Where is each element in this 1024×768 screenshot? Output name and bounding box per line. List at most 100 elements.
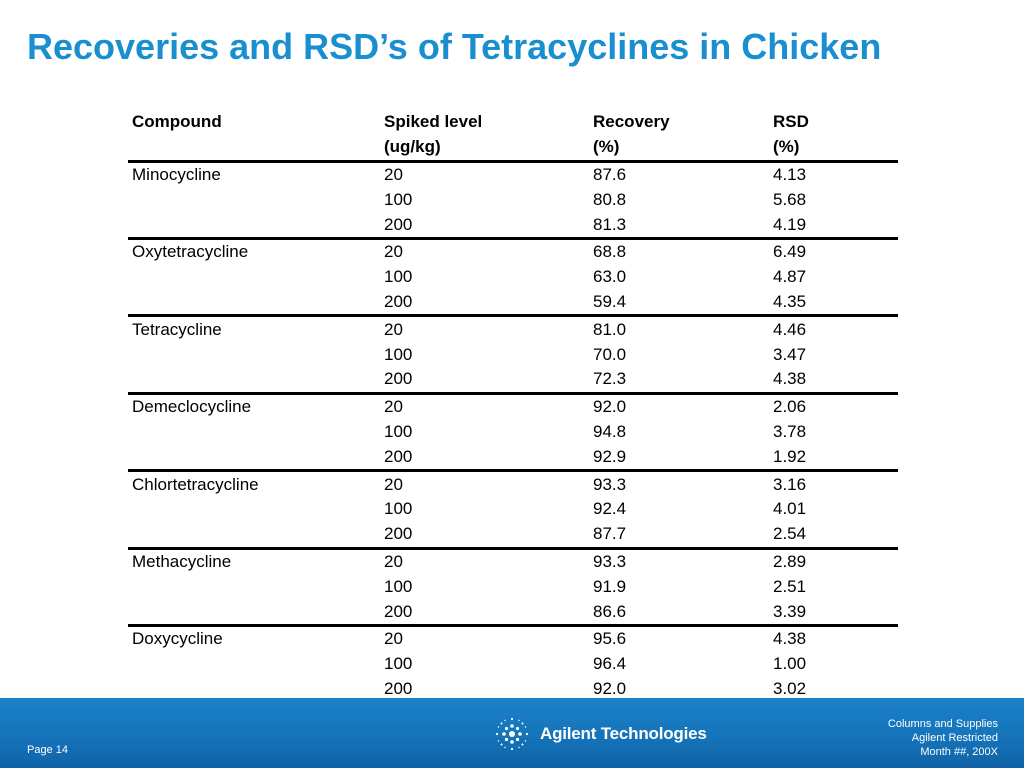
compound-cell (128, 212, 384, 241)
spiked-level-cell: 100 (384, 576, 413, 596)
compound-cell: Tetracycline (132, 319, 222, 339)
rsd-cell: 4.46 (773, 319, 807, 339)
table-row: Tetracycline 20 81.0 4.46 (128, 316, 898, 342)
rsd-cell: 2.51 (773, 576, 807, 596)
rsd-cell: 3.39 (773, 599, 898, 627)
recovery-cell: 70.0 (593, 344, 627, 364)
spiked-level-cell: 200 (384, 366, 593, 395)
footer-line-2: Agilent Restricted (911, 732, 998, 744)
table-row: Minocycline 20 87.6 4.13 (128, 161, 898, 187)
table-body: Minocycline 20 87.6 4.13 100 80.8 5.68 200 81.3 4… (128, 161, 898, 705)
table-row: Chlortetracycline 20 93.3 3.16 (128, 471, 898, 497)
table-row: 200 59.4 4.35 (128, 289, 898, 318)
rsd-cell: 3.47 (773, 344, 807, 364)
table-row: 100 92.4 4.01 (128, 497, 898, 522)
compound-cell (128, 444, 384, 473)
table-row: Methacycline 20 93.3 2.89 (128, 548, 898, 574)
spiked-level-cell: 20 (384, 164, 403, 184)
header-compound: Compound (132, 112, 222, 132)
spiked-level-cell: 200 (384, 444, 593, 473)
compound-cell (128, 599, 384, 627)
header-compound-unit (128, 134, 384, 163)
compound-cell (128, 574, 384, 599)
compound-cell (128, 265, 384, 290)
table-header-row: Compound Spiked level Recovery RSD (128, 110, 898, 135)
rsd-cell: 2.54 (773, 521, 898, 550)
recovery-table-container: Compound Spiked level Recovery RSD (ug/k… (128, 110, 898, 705)
recovery-cell: 63.0 (593, 267, 627, 287)
rsd-cell: 5.68 (773, 189, 807, 209)
recovery-cell: 92.9 (593, 444, 773, 473)
rsd-cell: 2.89 (773, 551, 807, 571)
table-row: 200 86.6 3.39 (128, 599, 898, 627)
recovery-cell: 59.4 (593, 289, 773, 318)
recovery-cell: 68.8 (593, 242, 627, 262)
rsd-cell: 4.13 (773, 164, 807, 184)
table-row: 200 81.3 4.19 (128, 212, 898, 241)
recovery-cell: 87.6 (593, 164, 627, 184)
table-row: 100 80.8 5.68 (128, 187, 898, 212)
recovery-cell: 95.6 (593, 629, 627, 649)
rsd-cell: 4.38 (773, 366, 898, 395)
compound-cell: Chlortetracycline (132, 474, 259, 494)
recovery-cell: 87.7 (593, 521, 773, 550)
rsd-cell: 6.49 (773, 242, 807, 262)
table-row: 100 96.4 1.00 (128, 652, 898, 677)
rsd-cell: 1.00 (773, 654, 807, 674)
compound-cell: Doxycycline (132, 629, 223, 649)
table-row: 200 92.9 1.92 (128, 444, 898, 473)
table-row: 100 70.0 3.47 (128, 342, 898, 367)
table-row: 100 91.9 2.51 (128, 574, 898, 599)
table-header-units-row: (ug/kg) (%) (%) (128, 134, 898, 163)
table-row: 200 87.7 2.54 (128, 521, 898, 550)
header-recovery-unit: (%) (593, 134, 773, 163)
header-spiked-level: Spiked level (384, 112, 483, 132)
compound-cell: Methacycline (132, 551, 232, 571)
slide-title: Recoveries and RSD’s of Tetracyclines in… (27, 26, 882, 67)
spiked-level-cell: 100 (384, 421, 413, 441)
rsd-cell: 3.78 (773, 421, 807, 441)
rsd-cell: 4.01 (773, 499, 807, 519)
spiked-level-cell: 20 (384, 629, 403, 649)
compound-cell (128, 521, 384, 550)
rsd-cell: 4.87 (773, 267, 807, 287)
spiked-level-cell: 20 (384, 397, 403, 417)
spiked-level-cell: 20 (384, 319, 403, 339)
spiked-level-cell: 200 (384, 521, 593, 550)
compound-cell (128, 289, 384, 318)
recovery-cell: 94.8 (593, 421, 627, 441)
spiked-level-cell: 200 (384, 212, 593, 241)
recovery-cell: 96.4 (593, 654, 627, 674)
footer-line-3: Month ##, 200X (920, 746, 998, 758)
recovery-cell: 92.4 (593, 499, 627, 519)
recovery-cell: 91.9 (593, 576, 627, 596)
compound-cell (128, 342, 384, 367)
spiked-level-cell: 20 (384, 242, 403, 262)
recovery-cell: 92.0 (593, 397, 627, 417)
table-row: Doxycycline 20 95.6 4.38 (128, 625, 898, 651)
header-spiked-level-unit: (ug/kg) (384, 134, 593, 163)
spiked-level-cell: 100 (384, 499, 413, 519)
spiked-level-cell: 20 (384, 551, 403, 571)
rsd-cell: 2.06 (773, 397, 807, 417)
compound-cell: Minocycline (132, 164, 221, 184)
spiked-level-cell: 100 (384, 267, 413, 287)
table-row: 100 63.0 4.87 (128, 265, 898, 290)
rsd-cell: 1.92 (773, 444, 898, 473)
compound-cell: Oxytetracycline (132, 242, 249, 262)
table-row: Oxytetracycline 20 68.8 6.49 (128, 238, 898, 264)
spiked-level-cell: 100 (384, 654, 413, 674)
spiked-level-cell: 200 (384, 599, 593, 627)
spiked-level-cell: 100 (384, 344, 413, 364)
rsd-cell: 4.35 (773, 289, 898, 318)
recovery-table: Compound Spiked level Recovery RSD (ug/k… (128, 110, 898, 705)
compound-cell (128, 420, 384, 445)
recovery-cell: 93.3 (593, 474, 627, 494)
recovery-cell: 93.3 (593, 551, 627, 571)
table-row: 100 94.8 3.78 (128, 420, 898, 445)
recovery-cell: 81.0 (593, 319, 627, 339)
footer-info: Columns and Supplies Agilent Restricted … (888, 717, 998, 759)
spiked-level-cell: 200 (384, 289, 593, 318)
rsd-cell: 3.16 (773, 474, 807, 494)
agilent-spark-icon (495, 717, 529, 751)
